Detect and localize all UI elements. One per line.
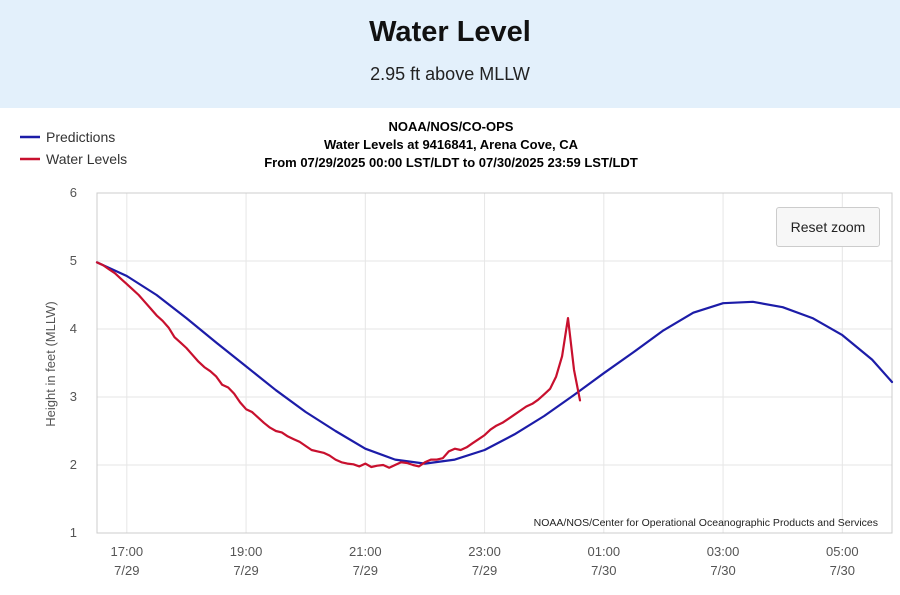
plot-area[interactable] bbox=[96, 192, 893, 534]
x-tick-time: 03:00 bbox=[707, 544, 740, 559]
y-tick-label: 2 bbox=[70, 457, 77, 472]
chart[interactable]: 1 2 3 4 5 6 17:00 7/29 19:00 7/29 21:00 7/29 23:00 7… bbox=[0, 108, 900, 595]
y-tick-label: 6 bbox=[70, 185, 77, 200]
legend-item-water-levels[interactable]: Water Levels bbox=[20, 151, 127, 167]
y-tick-label: 1 bbox=[70, 525, 77, 540]
status-header: Water Level 2.95 ft above MLLW bbox=[0, 0, 900, 108]
legend-label-water-levels: Water Levels bbox=[46, 151, 127, 167]
current-water-level: 2.95 ft above MLLW bbox=[370, 64, 530, 84]
x-tick-date: 7/30 bbox=[710, 563, 735, 578]
x-tick-time: 21:00 bbox=[349, 544, 382, 559]
x-tick-date: 7/29 bbox=[472, 563, 497, 578]
y-axis: 1 2 3 4 5 6 bbox=[70, 185, 77, 540]
y-tick-label: 3 bbox=[70, 389, 77, 404]
x-tick-date: 7/29 bbox=[114, 563, 139, 578]
y-tick-label: 4 bbox=[70, 321, 77, 336]
chart-title-line-3: From 07/29/2025 00:00 LST/LDT to 07/30/2… bbox=[264, 155, 638, 170]
y-tick-label: 5 bbox=[70, 253, 77, 268]
reset-zoom-button[interactable]: Reset zoom bbox=[776, 207, 880, 247]
header-title: Water Level bbox=[369, 16, 531, 48]
x-axis: 17:00 7/29 19:00 7/29 21:00 7/29 23:00 7/29 01:0… bbox=[111, 544, 859, 578]
series-layer bbox=[95, 261, 894, 469]
legend-label-predictions: Predictions bbox=[46, 129, 115, 145]
series-line-predictions[interactable] bbox=[95, 261, 894, 465]
chart-grid bbox=[97, 192, 892, 534]
x-tick-date: 7/29 bbox=[233, 563, 258, 578]
y-axis-label: Height in feet (MLLW) bbox=[43, 301, 58, 426]
x-tick-date: 7/29 bbox=[353, 563, 378, 578]
x-tick-time: 01:00 bbox=[588, 544, 621, 559]
x-tick-date: 7/30 bbox=[830, 563, 855, 578]
x-tick-date: 7/30 bbox=[591, 563, 616, 578]
x-tick-time: 23:00 bbox=[468, 544, 501, 559]
legend: Predictions Water Levels bbox=[20, 129, 127, 167]
x-tick-time: 17:00 bbox=[111, 544, 144, 559]
chart-title-line-2: Water Levels at 9416841, Arena Cove, CA bbox=[324, 137, 579, 152]
x-tick-time: 05:00 bbox=[826, 544, 859, 559]
series-line-water-levels[interactable] bbox=[95, 261, 582, 469]
chart-title-line-1: NOAA/NOS/CO-OPS bbox=[389, 119, 514, 134]
x-tick-time: 19:00 bbox=[230, 544, 263, 559]
legend-item-predictions[interactable]: Predictions bbox=[20, 129, 115, 145]
credits-text: NOAA/NOS/Center for Operational Oceanogr… bbox=[534, 517, 878, 529]
